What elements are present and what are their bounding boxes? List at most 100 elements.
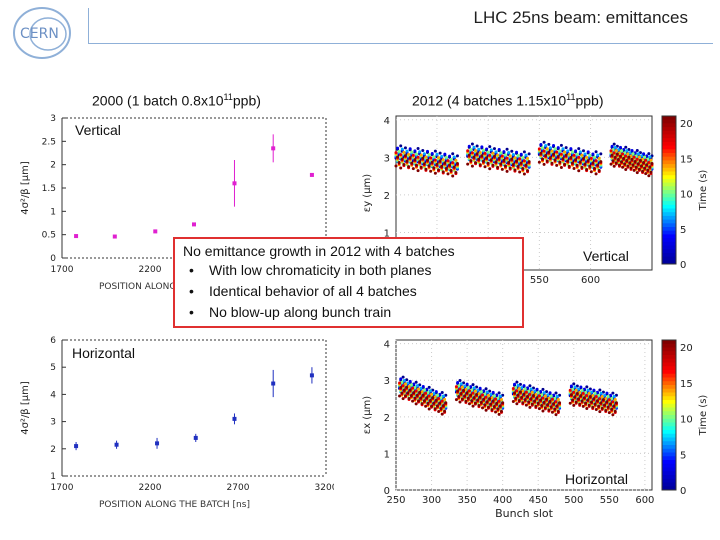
data-point	[614, 149, 618, 153]
colorbar-segment	[662, 116, 676, 121]
data-point	[491, 399, 495, 403]
data-point	[517, 399, 521, 403]
colorbar-segment	[662, 171, 676, 176]
data-point	[513, 382, 517, 386]
data-point	[419, 153, 423, 157]
data-point	[429, 169, 433, 173]
data-point	[646, 168, 650, 172]
data-point	[403, 146, 407, 150]
data-point	[518, 382, 522, 386]
data-point	[415, 384, 419, 388]
data-point	[615, 152, 619, 156]
data-point	[554, 391, 558, 395]
data-point	[578, 390, 582, 394]
callout-bullet: With low chromaticity in both planes	[183, 260, 514, 281]
data-point	[597, 156, 601, 160]
colorbar-segment	[662, 160, 676, 165]
data-point	[309, 373, 314, 378]
colorbar-segment	[662, 358, 676, 363]
data-point	[566, 149, 570, 153]
colorbar-segment	[662, 377, 676, 382]
colorbar-tick-label: 0	[680, 260, 686, 271]
data-point	[537, 147, 541, 151]
data-point	[483, 151, 487, 155]
data-point	[575, 391, 579, 395]
data-point	[421, 156, 425, 160]
data-point	[529, 397, 533, 401]
data-point	[495, 401, 499, 405]
data-point	[425, 396, 429, 400]
data-point	[585, 407, 589, 411]
data-point	[612, 164, 616, 168]
data-point	[544, 144, 548, 148]
data-point	[569, 147, 573, 151]
x-tick-label: 2700	[227, 483, 250, 493]
data-point	[607, 411, 611, 415]
data-point	[422, 388, 426, 392]
data-point	[402, 388, 406, 392]
data-point	[544, 153, 548, 157]
y-tick-label: 0	[50, 254, 56, 264]
data-point	[74, 444, 79, 449]
data-point	[456, 380, 460, 384]
data-point	[426, 391, 430, 395]
y-tick-label: 1	[50, 472, 56, 482]
data-point	[552, 143, 556, 147]
data-point	[539, 151, 543, 155]
colorbar-segment	[662, 215, 676, 221]
data-point	[581, 156, 585, 160]
data-point	[481, 148, 485, 152]
y-tick-label: 3	[50, 418, 56, 428]
data-point	[411, 399, 415, 403]
y-tick-label: 4	[384, 116, 390, 127]
data-point	[403, 394, 407, 398]
data-point	[464, 387, 468, 391]
data-point	[516, 393, 520, 397]
data-point	[427, 385, 431, 389]
data-point	[588, 153, 592, 157]
data-point	[486, 393, 490, 397]
colorbar-segment	[662, 388, 676, 393]
data-point	[548, 391, 552, 395]
data-point	[552, 152, 556, 156]
data-point	[434, 390, 438, 394]
data-point	[588, 395, 592, 399]
data-point	[624, 167, 628, 171]
data-point	[533, 389, 537, 393]
data-point	[594, 159, 598, 163]
data-point	[400, 391, 404, 395]
y-tick-label: 6	[50, 336, 56, 346]
data-point	[583, 152, 587, 156]
colorbar-segment	[662, 448, 676, 453]
data-point	[405, 385, 409, 389]
data-point	[559, 152, 563, 156]
data-point	[567, 152, 571, 156]
data-point	[492, 147, 496, 151]
data-point	[540, 393, 544, 397]
data-point	[563, 162, 567, 166]
data-point	[405, 149, 409, 153]
colorbar-segment	[662, 463, 676, 468]
data-point	[574, 388, 578, 392]
data-point	[625, 159, 629, 163]
data-point	[460, 397, 464, 401]
data-point	[567, 164, 571, 168]
data-point	[455, 154, 459, 158]
data-point	[584, 390, 588, 394]
data-point	[613, 155, 617, 159]
data-point	[592, 388, 596, 392]
data-point	[572, 403, 576, 407]
colorbar-segment	[662, 430, 676, 435]
data-point	[552, 393, 556, 397]
data-point	[586, 159, 590, 163]
colorbar-segment	[662, 415, 676, 420]
data-point	[433, 395, 437, 399]
data-point	[435, 152, 439, 156]
data-point	[637, 155, 641, 159]
data-point	[411, 167, 415, 171]
data-point	[516, 383, 520, 387]
data-point	[435, 393, 439, 397]
data-point	[432, 166, 436, 170]
data-point	[588, 387, 592, 391]
data-point	[598, 397, 602, 401]
